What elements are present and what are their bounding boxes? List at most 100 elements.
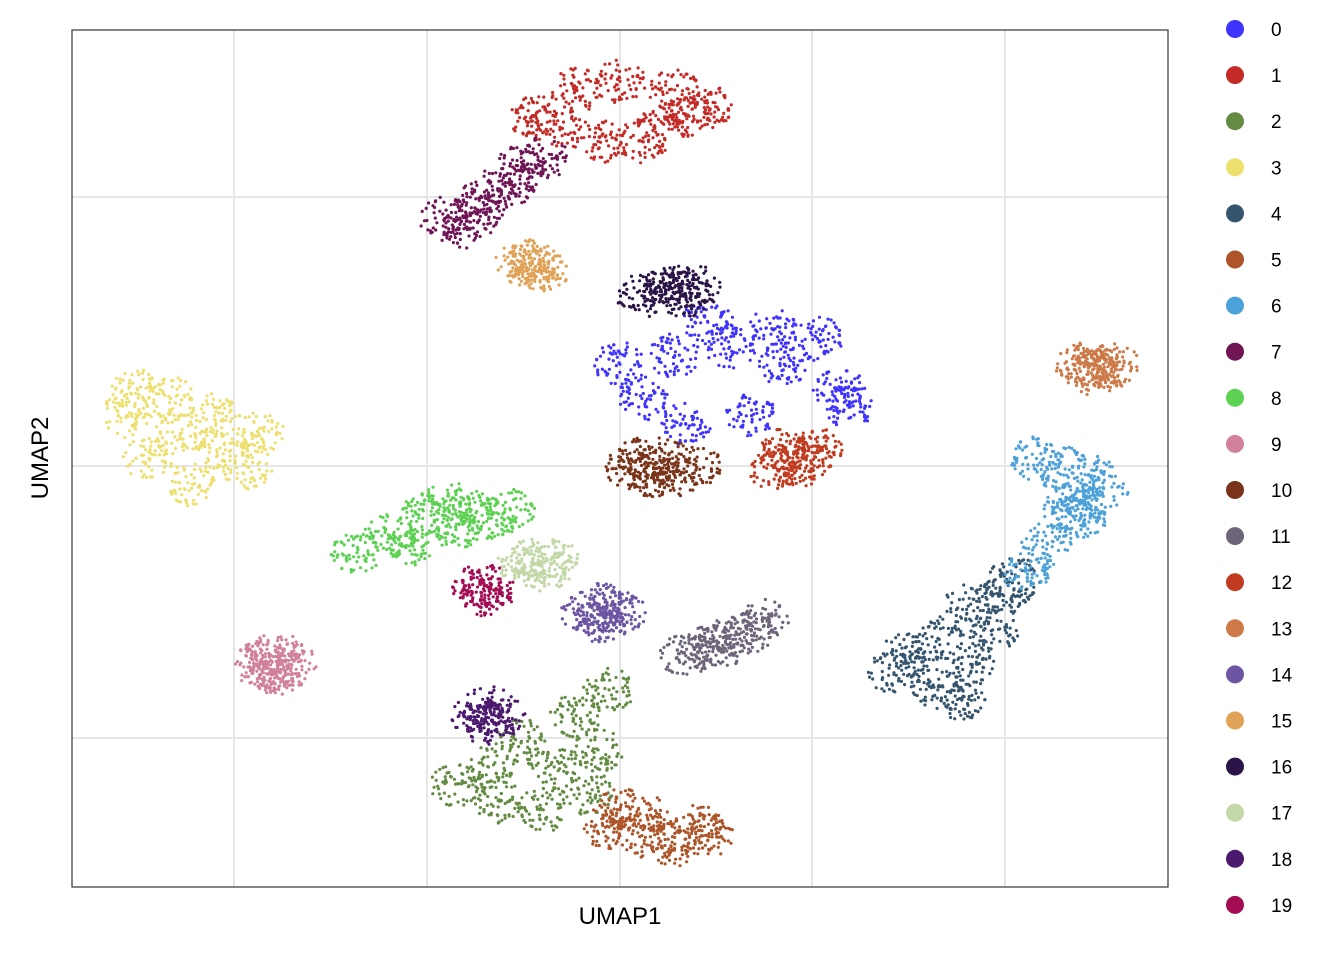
cluster-2-cell bbox=[501, 771, 505, 776]
cluster-2-cell bbox=[602, 728, 606, 732]
cluster-2-cell bbox=[500, 740, 504, 745]
cluster-6-cell bbox=[1023, 562, 1027, 566]
cluster-0-cell bbox=[844, 379, 848, 383]
cluster-1-cell bbox=[512, 127, 516, 131]
cluster-2-cell bbox=[608, 784, 612, 788]
cluster-1-cell bbox=[637, 150, 642, 155]
cluster-2-cell bbox=[461, 772, 465, 776]
cluster-3-cell bbox=[178, 437, 182, 441]
cluster-6-cell bbox=[1040, 463, 1044, 467]
cluster-7-cell bbox=[548, 164, 552, 168]
cluster-4-cell bbox=[976, 695, 981, 700]
cluster-3-cell bbox=[176, 376, 180, 380]
cluster-2-cell bbox=[534, 763, 539, 768]
cluster-2-cell bbox=[617, 702, 622, 707]
cluster-0-cell bbox=[707, 345, 711, 349]
cluster-2-cell bbox=[500, 747, 504, 751]
cluster-0 bbox=[593, 304, 873, 446]
cluster-1-cell bbox=[631, 149, 635, 153]
cluster-1-cell bbox=[632, 121, 636, 125]
cluster-7-cell bbox=[497, 209, 501, 213]
cluster-1-cell bbox=[700, 97, 704, 101]
cluster-0-cell bbox=[828, 382, 832, 386]
cluster-5-cell bbox=[612, 788, 616, 792]
cluster-1-cell bbox=[647, 148, 652, 152]
cluster-8-cell bbox=[397, 538, 401, 542]
cluster-8-cell bbox=[345, 559, 349, 563]
cluster-2-cell bbox=[581, 803, 585, 807]
cluster-4-cell bbox=[899, 664, 903, 668]
cluster-0-cell bbox=[746, 434, 750, 438]
cluster-3-cell bbox=[133, 404, 137, 409]
cluster-2-cell bbox=[494, 785, 498, 790]
cluster-3-cell bbox=[278, 431, 282, 435]
cluster-8-cell bbox=[446, 494, 450, 498]
cluster-0-cell bbox=[695, 338, 700, 342]
cluster-6-cell bbox=[1041, 545, 1045, 549]
cluster-5-cell bbox=[726, 826, 731, 830]
cluster-5-cell bbox=[678, 864, 682, 868]
cluster-2-cell bbox=[625, 680, 629, 685]
cluster-6-cell bbox=[1041, 551, 1045, 555]
cluster-1-cell bbox=[616, 87, 621, 91]
cluster-0-cell bbox=[744, 414, 748, 418]
cluster-3-cell bbox=[149, 475, 153, 479]
cluster-2-cell bbox=[602, 774, 606, 778]
cluster-3-cell bbox=[141, 416, 145, 420]
cluster-4-cell bbox=[946, 703, 950, 707]
cluster-3-cell bbox=[237, 427, 241, 431]
cluster-0-cell bbox=[777, 338, 781, 342]
cluster-1-cell bbox=[628, 67, 632, 71]
cluster-6-cell bbox=[1022, 474, 1026, 478]
cluster-8-cell bbox=[333, 543, 337, 547]
cluster-7-cell bbox=[523, 182, 527, 186]
cluster-0-cell bbox=[714, 332, 719, 336]
cluster-3-cell bbox=[161, 391, 165, 395]
cluster-6-cell bbox=[1094, 490, 1099, 494]
cluster-0-cell bbox=[650, 343, 655, 347]
cluster-4-cell bbox=[938, 615, 942, 619]
cluster-0-cell bbox=[664, 426, 668, 430]
cluster-0-cell bbox=[811, 338, 815, 342]
cluster-5-cell bbox=[662, 818, 666, 822]
cluster-2-cell bbox=[478, 798, 483, 803]
cluster-2-cell bbox=[438, 767, 442, 772]
cluster-7-cell bbox=[495, 207, 499, 211]
cluster-2-cell bbox=[543, 739, 547, 743]
cluster-3-cell bbox=[125, 397, 129, 401]
cluster-1-cell bbox=[669, 109, 674, 113]
cluster-0-cell bbox=[730, 315, 735, 319]
cluster-3-cell bbox=[206, 470, 210, 474]
cluster-4-cell bbox=[966, 604, 970, 608]
cluster-3-cell bbox=[128, 391, 133, 395]
cluster-3-cell bbox=[131, 459, 135, 463]
cluster-0-cell bbox=[702, 435, 706, 439]
cluster-1-cell bbox=[688, 101, 692, 105]
cluster-6-cell bbox=[1031, 582, 1035, 586]
cluster-4-cell bbox=[944, 656, 948, 661]
cluster-5-cell bbox=[633, 818, 637, 822]
cluster-5-cell bbox=[729, 841, 733, 845]
cluster-2-cell bbox=[579, 808, 583, 812]
cluster-2-cell bbox=[502, 766, 506, 771]
cluster-4-cell bbox=[1013, 609, 1017, 613]
cluster-1-cell bbox=[542, 130, 546, 134]
cluster-4-cell bbox=[921, 671, 926, 675]
cluster-0-cell bbox=[719, 352, 723, 356]
cluster-1-cell bbox=[661, 142, 665, 146]
cluster-5-cell bbox=[615, 811, 619, 815]
cluster-2-cell bbox=[497, 776, 501, 780]
cluster-1-cell bbox=[565, 141, 570, 145]
cluster-0-cell bbox=[598, 354, 603, 358]
cluster-3-cell bbox=[137, 373, 141, 377]
cluster-0-cell bbox=[661, 335, 665, 339]
cluster-4-cell bbox=[959, 642, 964, 646]
cluster-6-cell bbox=[1043, 448, 1047, 452]
cluster-6-cell bbox=[1052, 479, 1056, 483]
cluster-6-cell bbox=[1003, 572, 1007, 576]
cluster-1-cell bbox=[711, 100, 715, 105]
cluster-1-cell bbox=[545, 110, 549, 114]
cluster-6-cell bbox=[1008, 576, 1012, 580]
cluster-0-cell bbox=[802, 347, 806, 351]
cluster-3-cell bbox=[193, 433, 197, 437]
